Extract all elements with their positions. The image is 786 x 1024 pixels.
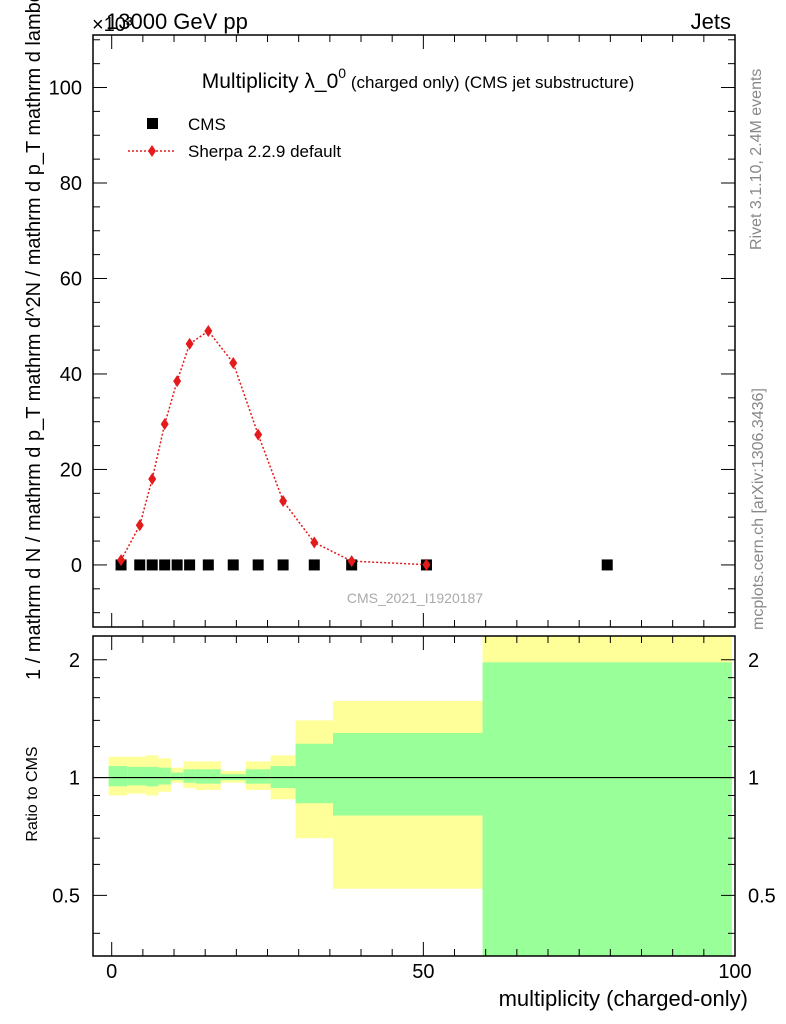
energy-label: 13000 GeV pp xyxy=(106,9,248,34)
ratio-y-tick-label: 2 xyxy=(69,650,80,672)
ratio-band-inner xyxy=(158,767,171,785)
exponent-label: ×10³ xyxy=(92,14,133,36)
main-panel: 0 20 40 60 80 100 xyxy=(49,34,736,628)
analysis-watermark: CMS_2021_I1920187 xyxy=(347,590,483,606)
legend-sherpa-marker xyxy=(148,145,156,157)
ratio-panel: 0 50 100 0.5 0.5 1 1 2 2 xyxy=(52,635,776,983)
cms-point xyxy=(202,559,214,571)
x-tick-label: 100 xyxy=(718,961,751,983)
legend-cms-label: CMS xyxy=(188,115,226,134)
cms-point xyxy=(308,559,320,571)
ratio-y-label: Ratio to CMS xyxy=(24,746,41,841)
ratio-band-inner xyxy=(183,769,196,783)
sherpa-point xyxy=(185,337,194,350)
chart-title-sup: 0 xyxy=(338,65,346,81)
cms-point xyxy=(601,559,613,571)
sherpa-point xyxy=(117,554,126,567)
ratio-band-inner xyxy=(332,732,483,816)
ratio-band-inner xyxy=(295,743,333,804)
y-axis-label: 1 / mathrm d N / mathrm d p_T mathrm d^2… xyxy=(23,0,45,680)
sherpa-line xyxy=(120,329,427,566)
cms-point xyxy=(227,559,239,571)
process-label: Jets xyxy=(691,9,731,34)
rivet-label: Rivet 3.1.10, 2.4M events xyxy=(748,69,765,250)
cms-point xyxy=(171,559,183,571)
ratio-frame xyxy=(92,635,736,957)
sherpa-point xyxy=(173,375,182,388)
cms-point xyxy=(252,559,264,571)
cms-point xyxy=(159,559,171,571)
sherpa-point xyxy=(160,418,169,431)
sherpa-point xyxy=(204,325,213,337)
ratio-y-tick-label: 1 xyxy=(748,768,759,790)
y-tick-label: 0 xyxy=(71,555,82,577)
ratio-band-inner xyxy=(108,766,128,787)
chart-title-main: Multiplicity λ_0 xyxy=(202,70,339,93)
y-tick-label: 40 xyxy=(60,364,82,386)
ratio-band-inner xyxy=(245,769,271,784)
sherpa-point xyxy=(229,356,238,369)
y-axis-label-text: 1 / mathrm d N / mathrm d p_T mathrm d^2… xyxy=(23,0,45,680)
cms-point xyxy=(134,559,146,571)
ratio-band-inner xyxy=(127,766,146,786)
cms-point xyxy=(184,559,196,571)
ratio-band-inner xyxy=(170,772,184,781)
ratio-y-tick-label: 0.5 xyxy=(748,885,776,907)
y-tick-label: 100 xyxy=(49,78,82,100)
sherpa-point xyxy=(279,494,288,507)
x-axis-label: multiplicity (charged-only) xyxy=(499,986,748,1011)
y-tick-label: 80 xyxy=(60,173,82,195)
legend: CMS Sherpa 2.2.9 default xyxy=(128,115,341,161)
cms-point xyxy=(277,559,289,571)
sherpa-point xyxy=(310,536,319,549)
chart-title-sub: (charged only) (CMS jet substructure) xyxy=(346,73,634,92)
cms-point xyxy=(146,559,158,571)
y-tick-label: 20 xyxy=(60,459,82,481)
sherpa-point xyxy=(422,558,431,571)
mcplots-label: mcplots.cern.ch [arXiv:1306.3436] xyxy=(750,388,767,630)
chart-title: Multiplicity λ_00 (charged only) (CMS je… xyxy=(202,65,635,93)
x-tick-label: 0 xyxy=(106,961,117,983)
y-tick-label: 60 xyxy=(60,268,82,290)
ratio-band-inner xyxy=(145,766,159,787)
ratio-y-tick-label: 2 xyxy=(748,650,759,672)
ratio-y-tick-label: 0.5 xyxy=(52,885,80,907)
main-frame xyxy=(92,34,736,628)
sherpa-point xyxy=(135,519,144,532)
sherpa-point xyxy=(254,428,263,441)
sherpa-point xyxy=(347,555,356,568)
legend-sherpa-label: Sherpa 2.2.9 default xyxy=(188,142,341,161)
ratio-band-inner xyxy=(482,662,732,956)
ratio-band-inner xyxy=(195,769,221,784)
sherpa-point xyxy=(148,473,157,485)
x-tick-label: 50 xyxy=(412,961,434,983)
ratio-y-tick-label: 1 xyxy=(69,768,80,790)
legend-cms-marker xyxy=(147,118,158,129)
